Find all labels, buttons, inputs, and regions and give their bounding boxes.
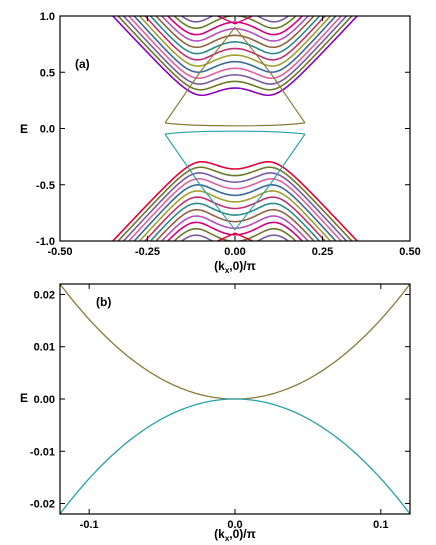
bulk-band-line: [138, 190, 332, 241]
bulk-band-line: [143, 16, 327, 61]
series-lower-band: [60, 398, 410, 514]
x-tick-label-b: 0.0: [227, 519, 242, 531]
x-tick-label-a: -0.50: [47, 246, 72, 258]
bulk-band-line: [60, 333, 410, 470]
series-upper-band: [60, 284, 410, 400]
bulk-band-line: [60, 326, 410, 463]
x-tick-label-b: 0.1: [373, 519, 388, 531]
y-tick-label-b: -0.02: [30, 499, 55, 511]
bulk-band-line: [60, 346, 410, 483]
x-axis-label-a: (kx,0)/π: [214, 259, 256, 275]
bulk-band-line: [60, 313, 410, 450]
panel-label-a: (a): [75, 57, 90, 71]
bulk-band-line: [138, 16, 332, 67]
bulk-band-line: [160, 16, 310, 42]
bulk-band-line: [60, 287, 410, 424]
bulk-band-line: [166, 221, 304, 241]
bottom-vertex-mark: [217, 232, 253, 241]
y-tick-label-a: -1.0: [36, 236, 55, 248]
bulk-band-line: [60, 0, 410, 2]
edge-state-up: [164, 122, 306, 127]
y-tick-label-a: -0.5: [36, 180, 55, 192]
bulk-band-line: [122, 172, 348, 241]
bulk-band-line: [133, 16, 337, 73]
x-tick-label-a: 0.00: [224, 246, 245, 258]
bulk-band-line: [143, 196, 327, 241]
bulk-band-line: [117, 16, 353, 91]
bulk-bands: [60, 0, 410, 496]
bulk-band-line: [111, 160, 359, 241]
x-tick-label-a: 0.25: [312, 246, 333, 258]
y-tick-label-a: 1.0: [40, 11, 55, 23]
panel-b: -0.1 0.0 0.1 -0.02 -0.01 0.00 0.01 0.02 (b) E (kx,…: [20, 283, 411, 543]
bulk-band-line: [127, 16, 343, 79]
bulk-band-line: [127, 178, 343, 241]
plot-frame-a: [59, 15, 411, 242]
x-axis-label-b: (kx,0)/π: [214, 527, 256, 543]
x-tick-label-a: 0.50: [399, 246, 420, 258]
bulk-band-line: [60, 255, 410, 392]
bulk-band-line: [133, 184, 337, 241]
x-tick-label-b: -0.1: [80, 519, 99, 531]
bulk-band-line: [60, 0, 410, 9]
y-tick-label-b: 0.01: [34, 342, 55, 354]
bulk-band-line: [155, 16, 315, 49]
bulk-band-line: [155, 208, 315, 241]
y-tick-label-b: 0.02: [34, 289, 55, 301]
edge-state-down: [164, 130, 306, 135]
bulk-band-line: [60, 300, 410, 437]
panel-a: -0.50 -0.25 0.00 0.25 0.50 -1.0 -0.5 0.0 0.5 1.0 (…: [20, 0, 421, 496]
bulk-band-line: [149, 16, 321, 55]
y-axis-label-b: E: [20, 391, 28, 405]
bulk-band-line: [111, 16, 359, 97]
bulk-band-line: [166, 16, 304, 36]
bulk-band-line: [60, 320, 410, 457]
bulk-band-line: [193, 16, 277, 17]
y-tick-label-b: 0.00: [34, 394, 55, 406]
bulk-band-line: [60, 352, 410, 489]
bulk-band-line: [60, 307, 410, 444]
edge-crossing-bottom: [164, 133, 306, 231]
x-tick-label-a: -0.25: [135, 246, 160, 258]
top-vertex-mark: [217, 16, 253, 25]
y-tick-label-a: 0.0: [40, 124, 55, 136]
bulk-band-line: [60, 261, 410, 398]
panel-label-b: (b): [96, 295, 111, 309]
y-tick-label-a: 0.5: [40, 67, 55, 79]
bulk-band-line: [60, 294, 410, 431]
y-axis-label-a: E: [20, 122, 28, 136]
bulk-band-line: [160, 215, 310, 241]
bulk-band-line: [122, 16, 348, 85]
bulk-band-line: [60, 281, 410, 418]
y-tick-label-b: -0.01: [30, 446, 55, 458]
edge-crossing-top: [164, 26, 306, 124]
bulk-band-line: [60, 359, 410, 496]
bulk-band-line: [149, 202, 321, 241]
